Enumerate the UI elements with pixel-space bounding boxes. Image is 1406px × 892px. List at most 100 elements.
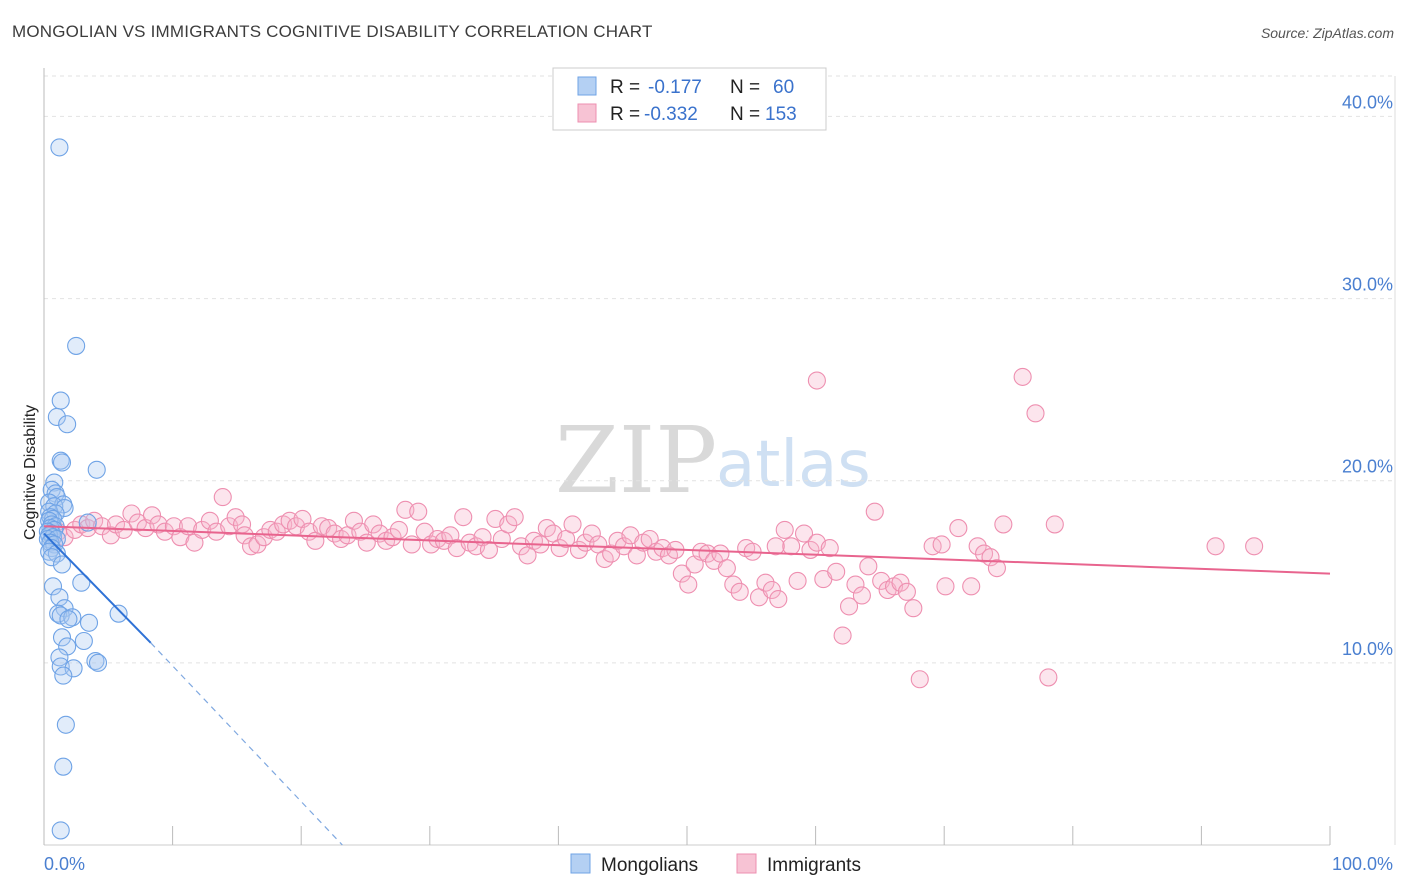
immigrants-point-125: [865, 502, 884, 521]
immigrants-point-123: [852, 586, 871, 605]
immigrants-point-81: [582, 524, 601, 543]
chart-title: MONGOLIAN VS IMMIGRANTS COGNITIVE DISABI…: [12, 22, 653, 41]
mongolians-point-43: [49, 604, 68, 623]
immigrants-point-95: [672, 564, 691, 583]
immigrants-point-10: [122, 504, 141, 523]
mongolians-point-4: [58, 415, 77, 434]
immigrants-point-130: [897, 582, 916, 601]
legend-r-label: R =: [610, 77, 640, 98]
mongolians-point-50: [74, 631, 93, 651]
immigrants-point-53: [402, 535, 421, 554]
mongolians-point-58: [56, 715, 75, 734]
mongolians-point-53: [86, 651, 105, 671]
immigrants-point-65: [479, 540, 499, 559]
mongolians-points: [38, 138, 128, 840]
immigrants-point-96: [679, 575, 698, 594]
bottom-legend-mongolians-swatch: [570, 853, 591, 874]
immigrants-point-114: [794, 524, 814, 543]
immigrants-point-110: [769, 590, 788, 609]
immigrants-point-145: [1045, 515, 1064, 534]
immigrants-point-144: [1039, 668, 1058, 687]
mongolians-trend-line: [43, 532, 152, 644]
immigrants-trend-line: [43, 525, 1331, 575]
mongolians-point-57: [54, 666, 73, 685]
mongolians-point-56: [64, 659, 83, 678]
legend-n-label: N =: [730, 77, 760, 98]
mongolians-point-36: [47, 544, 66, 563]
immigrants-point-132: [910, 670, 929, 689]
mongolians-point-46: [59, 610, 78, 629]
immigrants-point-149: [932, 535, 951, 554]
axes: [43, 68, 1396, 846]
immigrants-point-25: [226, 508, 245, 527]
immigrants-point-51: [389, 520, 408, 539]
immigrants-point-121: [839, 597, 859, 616]
immigrants-point-124: [859, 557, 878, 576]
legend-mongolians-r: -0.177: [648, 77, 702, 98]
bottom-legend: Mongolians Immigrants: [570, 853, 861, 876]
x-tick-label-right: 100.0%: [1332, 854, 1393, 874]
x-tick-label-left: 0.0%: [44, 854, 85, 874]
immigrants-point-50: [383, 528, 402, 547]
mongolians-point-52: [50, 648, 69, 667]
y-axis-label: Cognitive Disability: [22, 405, 39, 540]
mongolians-point-47: [79, 613, 99, 632]
y-tick-label-2: 30.0%: [1342, 275, 1393, 295]
legend-immigrants-r: -0.332: [644, 104, 698, 125]
immigrants-point-118: [820, 539, 839, 558]
mongolians-point-54: [88, 653, 108, 672]
immigrants-point-111: [775, 520, 794, 539]
mongolians-point-7: [87, 460, 106, 479]
mongolians-point-3: [47, 407, 66, 427]
watermark-zip: ZIP: [555, 407, 717, 514]
immigrants-point-54: [409, 502, 428, 521]
immigrants-point-69: [505, 508, 524, 527]
immigrants-point-131: [904, 599, 923, 618]
bottom-legend-mongolians-label: Mongolians: [601, 855, 698, 876]
mongolians-point-48: [109, 604, 128, 623]
immigrants-point-103: [724, 575, 743, 594]
mongolians-point-38: [52, 555, 72, 574]
gridlines: [44, 75, 1395, 664]
y-tick-label-3: 40.0%: [1342, 92, 1393, 112]
immigrants-point-141: [994, 515, 1013, 534]
mongolians-point-1: [67, 336, 86, 355]
immigrants-point-143: [1026, 404, 1045, 423]
immigrants-point-109: [762, 580, 781, 600]
mongolians-trend-extension: [150, 642, 343, 846]
immigrants-point-104: [730, 582, 749, 601]
mongolians-point-49: [52, 628, 72, 647]
mongolians-point-15: [55, 498, 74, 518]
mongolians-point-39: [43, 577, 63, 596]
immigrants-point-78: [563, 515, 582, 534]
immigrants-point-28: [241, 537, 261, 556]
trend-lines: [43, 525, 1331, 846]
legend-immigrants-swatch: [577, 103, 597, 123]
immigrants-point-122: [846, 575, 865, 594]
immigrants-point-136: [962, 577, 981, 596]
mongolians-point-6: [52, 453, 72, 472]
legend-n-label: N =: [730, 104, 760, 125]
immigrants-point-27: [235, 526, 254, 545]
y-tick-labels: 10.0% 20.0% 30.0% 40.0%: [1342, 92, 1393, 658]
mongolians-point-59: [54, 757, 73, 776]
y-tick-label-1: 20.0%: [1342, 457, 1393, 477]
immigrants-point-120: [833, 626, 852, 645]
immigrants-point-129: [891, 573, 910, 592]
legend-r-label: R =: [610, 104, 640, 125]
immigrants-point-147: [1206, 537, 1225, 556]
immigrants-point-21: [200, 511, 219, 530]
legend-mongolians-n: 60: [773, 77, 794, 98]
immigrants-point-113: [788, 571, 807, 590]
mongolians-point-37: [42, 548, 61, 567]
immigrants-point-61: [454, 508, 473, 527]
immigrants-point-47: [364, 515, 383, 534]
legend-mongolians-swatch: [577, 76, 597, 96]
immigrants-points: [49, 367, 1264, 689]
x-tick-labels: 0.0% 100.0%: [44, 854, 1393, 874]
immigrants-point-14: [149, 515, 168, 534]
legend-immigrants-n: 153: [765, 104, 797, 125]
watermark-atlas: atlas: [716, 428, 871, 502]
immigrants-point-102: [717, 559, 736, 578]
